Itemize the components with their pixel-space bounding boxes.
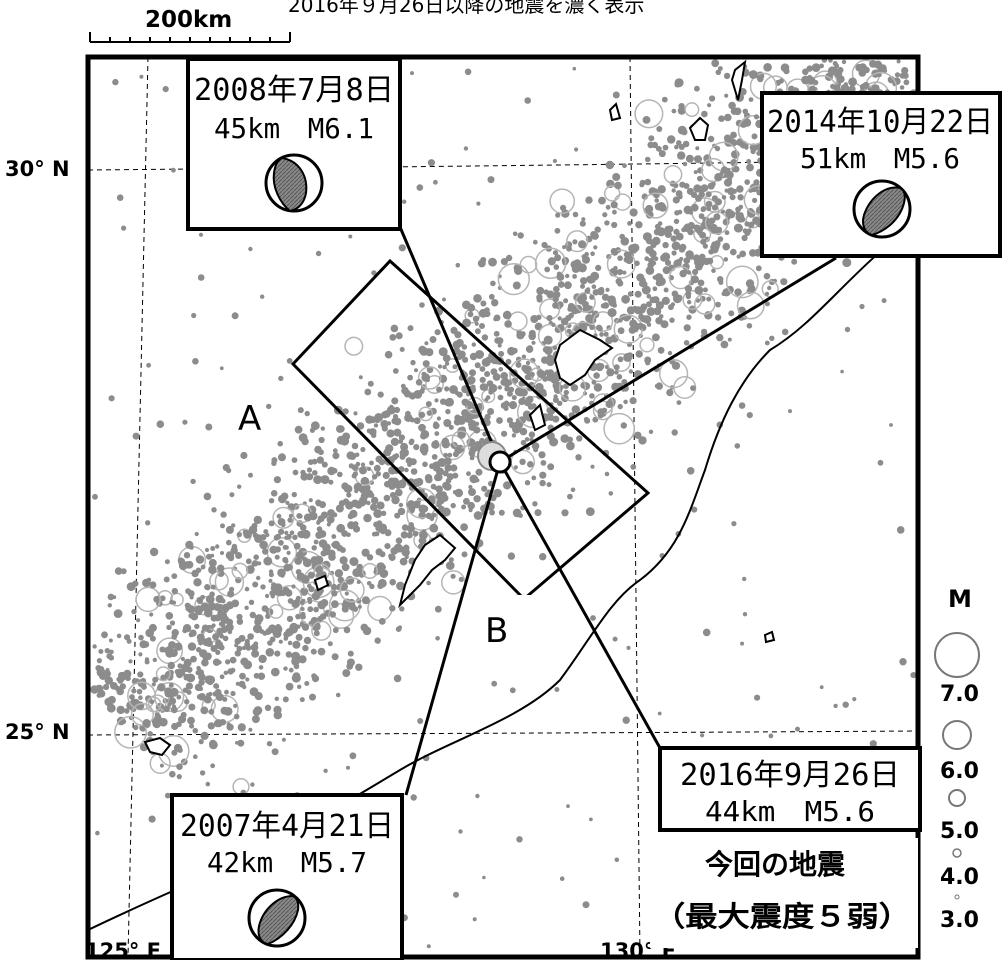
- current-event-title: 今回の地震: [705, 848, 846, 881]
- lat-label-30n: 30° N: [5, 157, 70, 181]
- mechanism-detail-2016: 44km M5.6: [705, 795, 875, 828]
- legend-value-3: 3.0: [940, 908, 979, 933]
- mechanism-box-2007: 2007年4月21日 42km M5.7: [170, 793, 404, 960]
- map-frame: [85, 54, 921, 960]
- current-event-subtitle: （最大震度５弱）: [653, 900, 911, 933]
- header-note: 2016年９月26日以降の地震を濃く表示: [288, 0, 644, 17]
- mechanism-detail-2008: 45km M6.1: [214, 112, 374, 145]
- connector-lines: [398, 226, 837, 796]
- scale-bar-label: 200km: [145, 7, 232, 33]
- beachball-icon-2014: [852, 179, 912, 239]
- region-b-label: B: [485, 611, 508, 651]
- region-a-label: A: [238, 399, 261, 439]
- beachball-icon-2007: [247, 888, 307, 948]
- beachball-icon-2008: [264, 153, 324, 213]
- region-b-patch: [455, 595, 545, 665]
- legend-value-6: 6.0: [940, 759, 979, 784]
- mechanism-detail-2014: 51km M5.6: [800, 142, 960, 175]
- region-a-box: [290, 258, 651, 602]
- islands: [143, 59, 776, 757]
- scale-bar: 200km: [89, 7, 291, 43]
- lon-label-125e: 125° E: [85, 939, 161, 960]
- legend-value-7: 7.0: [940, 682, 979, 707]
- mechanism-date-2014: 2014年10月22日: [767, 105, 993, 140]
- mechanism-box-2016: 2016年9月26日 44km M5.6: [658, 746, 922, 832]
- legend-title: M: [948, 585, 972, 613]
- mechanism-box-2008: 2008年7月8日 45km M6.1: [186, 57, 402, 231]
- epicenter-marker: [477, 441, 512, 474]
- magnitude-legend: M 7.0 6.0 5.0 4.0 3.0: [934, 585, 980, 933]
- mechanism-box-2014: 2014年10月22日 51km M5.6: [760, 91, 1002, 258]
- legend-value-4: 4.0: [940, 865, 979, 890]
- mechanism-detail-2007: 42km M5.7: [207, 846, 367, 879]
- mechanism-date-2008: 2008年7月8日: [194, 73, 394, 108]
- mechanism-date-2007: 2007年4月21日: [180, 809, 394, 844]
- legend-value-5: 5.0: [940, 819, 979, 844]
- lat-label-25n: 25° N: [5, 720, 70, 744]
- mechanism-date-2016: 2016年9月26日: [680, 758, 900, 793]
